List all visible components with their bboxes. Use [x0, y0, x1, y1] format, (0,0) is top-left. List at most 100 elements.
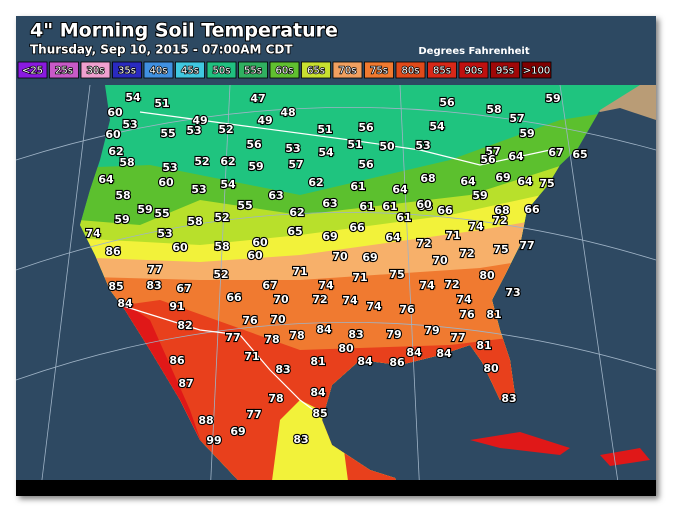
station-temp: 64: [392, 183, 408, 196]
station-temp: 62: [220, 155, 235, 168]
station-temp: 74: [85, 227, 101, 240]
legend-swatch: [206, 61, 237, 79]
graticule-line: [15, 212, 657, 271]
station-temp: 66: [349, 221, 365, 234]
station-temp: 66: [226, 291, 242, 304]
station-temp: 87: [178, 377, 193, 390]
station-temp: 58: [214, 240, 229, 253]
station-temp: 52: [214, 211, 229, 224]
subtitle: Thursday, Sep 10, 2015 - 07:00AM CDT: [30, 43, 293, 57]
station-temp: 67: [548, 146, 563, 159]
units: Degrees Fahrenheit: [418, 46, 529, 57]
station-temp: 61: [359, 200, 374, 213]
station-temp: 48: [280, 106, 295, 119]
station-temp: 61: [350, 180, 365, 193]
station-temp: 53: [162, 161, 177, 174]
station-temp: 53: [285, 142, 300, 155]
station-temp: 55: [160, 127, 175, 140]
station-temp: 59: [137, 203, 152, 216]
hispaniola: [600, 448, 650, 466]
station-temp: 68: [420, 172, 435, 185]
station-temp: 57: [288, 158, 303, 171]
legend-label: <25: [22, 66, 43, 77]
station-temp: 56: [480, 153, 496, 166]
station-temp: 77: [450, 331, 465, 344]
station-temp: 60: [247, 249, 263, 262]
station-temp: 58: [486, 103, 501, 116]
legend-label: 75s: [370, 66, 388, 77]
station-temp: 51: [347, 138, 362, 151]
title: 4" Morning Soil Temperature: [30, 20, 338, 42]
station-temp: 76: [459, 308, 475, 321]
station-temp: 78: [264, 333, 279, 346]
legend-swatch: [395, 61, 426, 79]
legend-label: 30s: [87, 66, 105, 77]
bottom-bar: [16, 480, 656, 496]
station-temp: 75: [389, 268, 404, 281]
station-temp: 73: [505, 286, 520, 299]
station-temp: 74: [366, 300, 382, 313]
station-temp: 56: [439, 96, 455, 109]
station-temp: 86: [169, 354, 185, 367]
station-temp: 60: [172, 241, 188, 254]
station-temp: 52: [213, 268, 228, 281]
station-temp: 68: [417, 200, 432, 213]
station-temp: 80: [483, 362, 499, 375]
station-temp: 60: [158, 176, 174, 189]
station-temp: 80: [338, 342, 354, 355]
station-temp: 80: [479, 269, 495, 282]
station-temp: 51: [154, 97, 169, 110]
borders: [119, 111, 551, 416]
station-temp: 71: [352, 271, 367, 284]
station-temp: 60: [252, 236, 268, 249]
legend-swatch: [521, 61, 552, 79]
station-temp: 53: [191, 183, 206, 196]
legend-swatch: [112, 61, 142, 79]
station-temp: 70: [332, 250, 348, 263]
station-temp: 47: [250, 92, 265, 105]
station-temp: 53: [186, 124, 201, 137]
graticule-line: [15, 106, 657, 161]
legend-swatch: [301, 61, 331, 79]
station-temp: 83: [146, 279, 161, 292]
station-temp: 69: [322, 230, 337, 243]
station-temp: 69: [495, 171, 510, 184]
station-temp: 65: [572, 148, 587, 161]
legend-label: 40s: [150, 66, 168, 77]
station-temp: 88: [198, 414, 213, 427]
station-temp: 60: [416, 198, 432, 211]
station-temp: 74: [342, 294, 358, 307]
graticule-line: [399, 84, 421, 497]
station-temp: 56: [358, 121, 374, 134]
station-temp: 70: [273, 293, 289, 306]
station-temp: 49: [192, 114, 207, 127]
station-temp: 69: [362, 251, 377, 264]
legend-swatch: [458, 61, 489, 79]
legend-label: 55s: [244, 66, 262, 77]
legend-swatch: [80, 61, 111, 79]
station-temp: 81: [476, 339, 491, 352]
station-temp: 83: [348, 328, 363, 341]
station-temp: 58: [187, 215, 202, 228]
station-temp: 74: [419, 279, 435, 292]
station-temp: 62: [308, 176, 323, 189]
legend-swatch: [143, 61, 174, 79]
station-temp: 64: [517, 175, 533, 188]
station-temp: 53: [122, 118, 137, 131]
station-temp: 54: [318, 146, 334, 159]
legend-label: 60s: [276, 66, 294, 77]
station-temp: 71: [292, 265, 307, 278]
station-temp: 75: [539, 177, 554, 190]
graticule-line: [559, 84, 621, 497]
station-temp: 77: [246, 408, 261, 421]
station-temp: 78: [289, 329, 304, 342]
station-temp: 79: [424, 324, 439, 337]
legend-swatch: [49, 61, 79, 79]
station-temp: 91: [169, 300, 184, 313]
legend-swatch: [269, 61, 300, 79]
legend-label: 45s: [181, 66, 199, 77]
station-temp: 53: [415, 139, 430, 152]
station-temp: 53: [157, 227, 172, 240]
station-temp: 55: [237, 199, 252, 212]
station-temp: 84: [357, 355, 373, 368]
